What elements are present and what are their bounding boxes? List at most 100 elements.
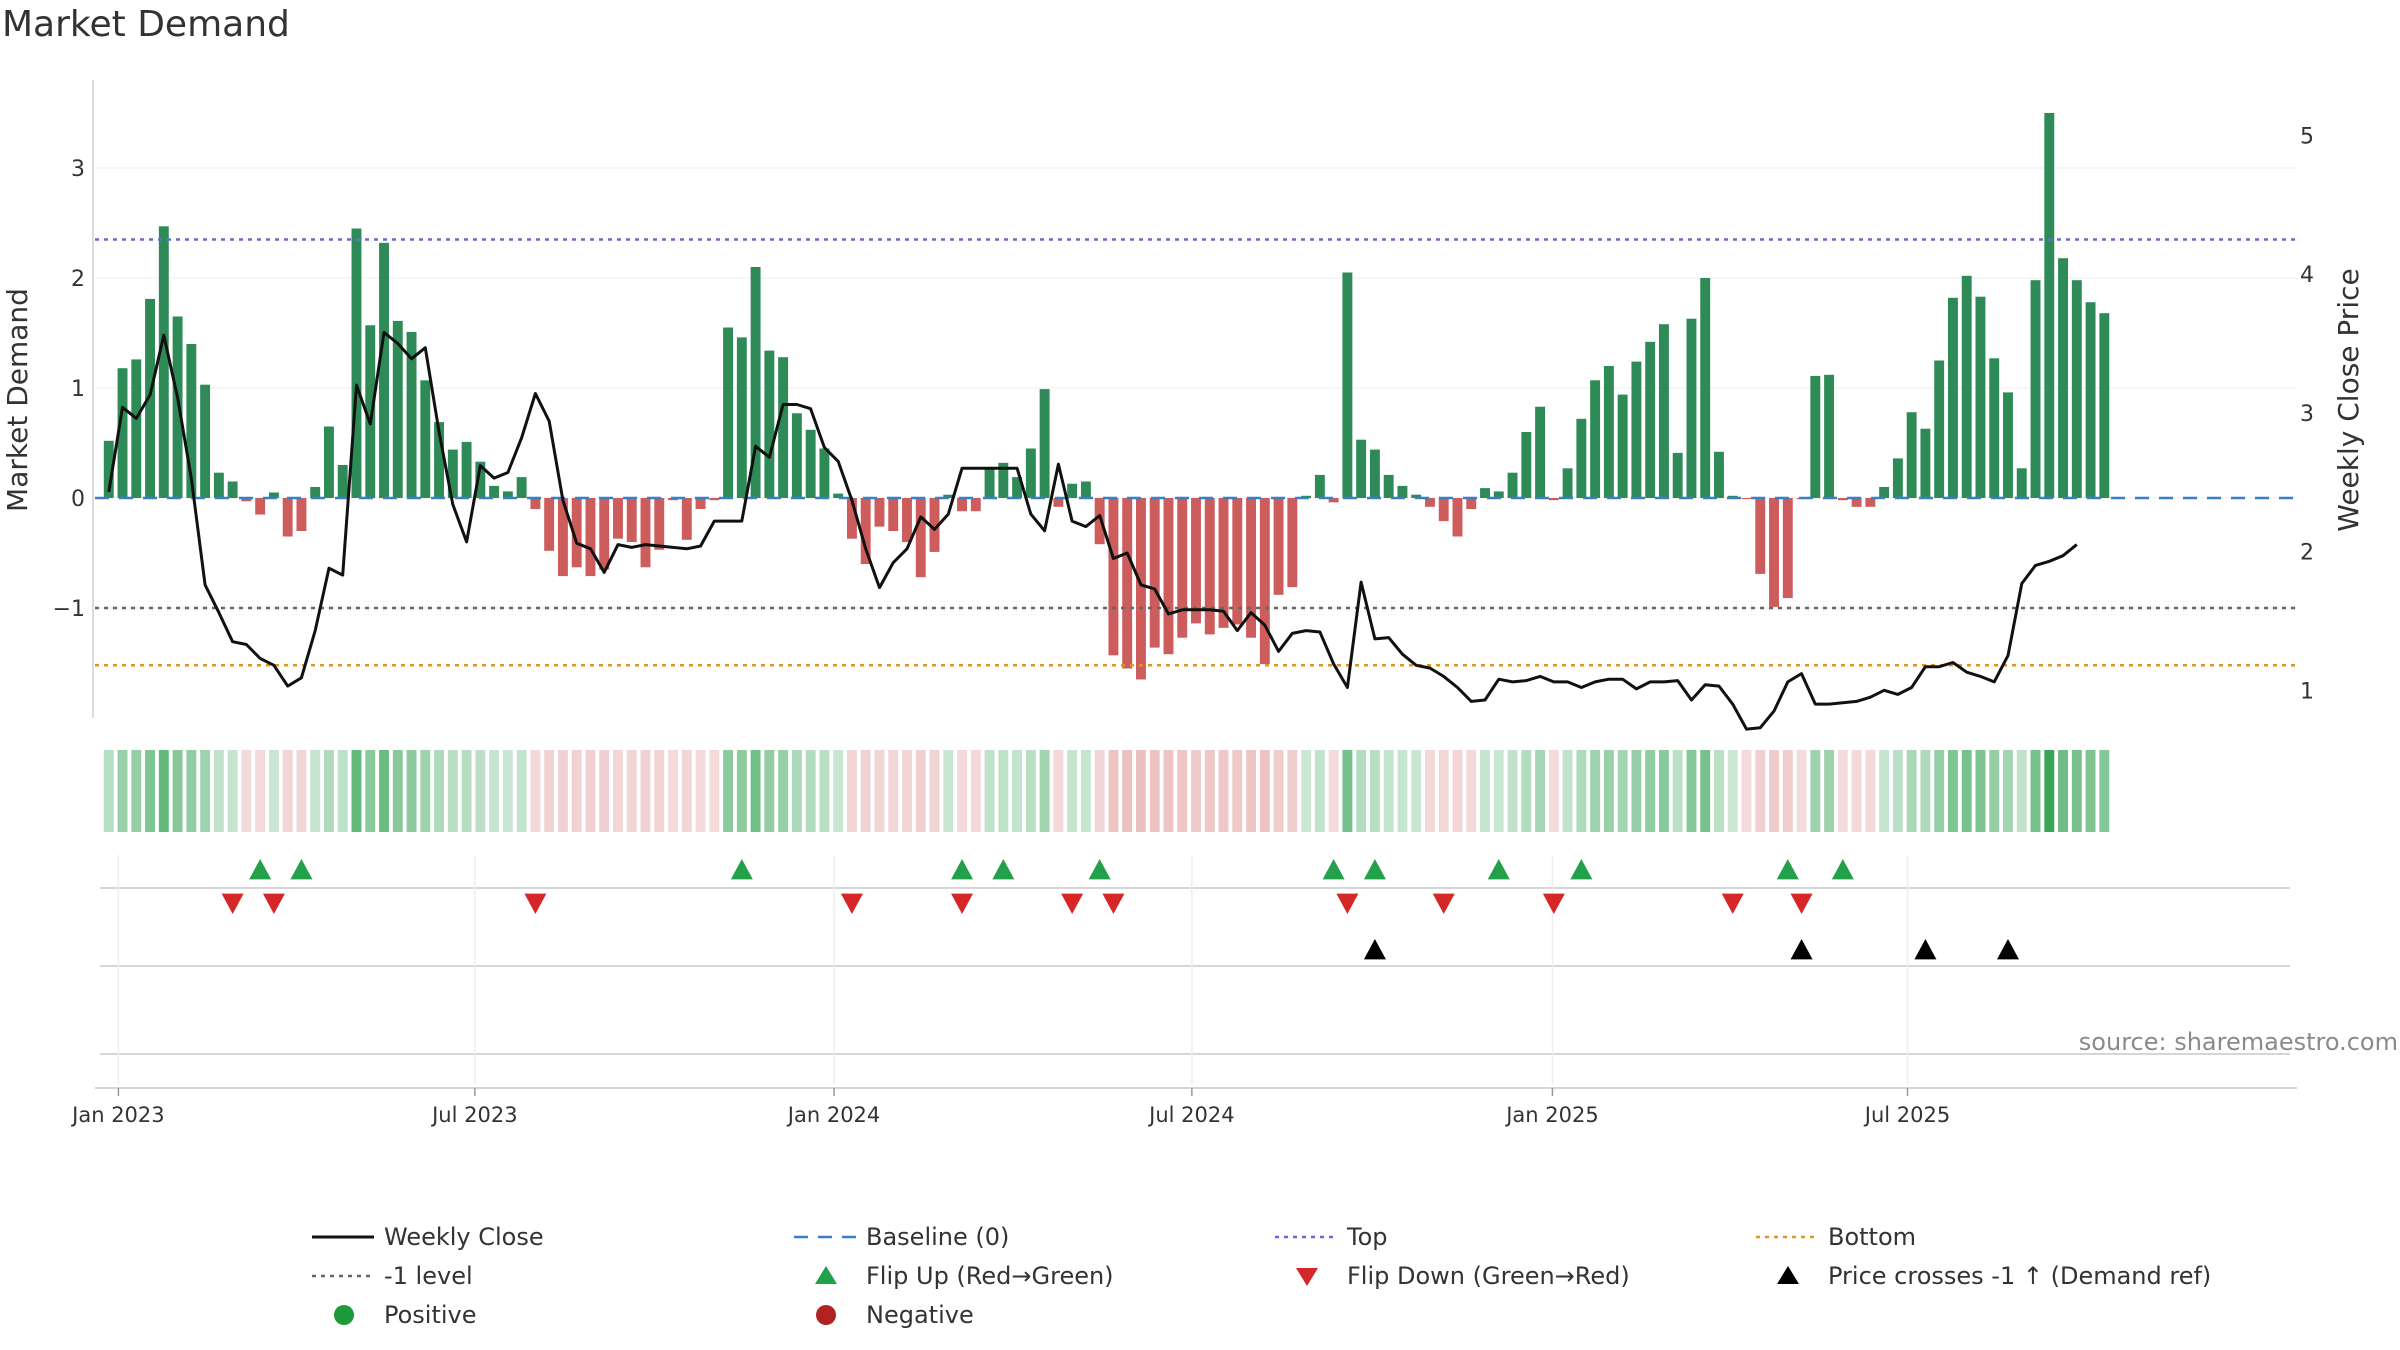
- demand-bar: [1507, 472, 1518, 498]
- right-tick-label: 2: [2300, 541, 2314, 566]
- demand-bar: [736, 337, 747, 498]
- demand-bar: [943, 494, 954, 498]
- heat-cell: [1411, 750, 1422, 832]
- heat-cell: [420, 750, 431, 832]
- heat-cell: [310, 750, 321, 832]
- heat-cell: [709, 750, 720, 832]
- heat-cell: [172, 750, 183, 832]
- x-tick-label: Jul 2023: [430, 1103, 517, 1127]
- heat-cell: [2099, 750, 2110, 832]
- demand-bar: [626, 498, 637, 542]
- demand-bar: [1810, 375, 1821, 498]
- heat-cell: [1025, 750, 1036, 832]
- heat-cell: [1273, 750, 1284, 832]
- heat-cell: [805, 750, 816, 832]
- source-layer: source: sharemaestro.com: [2079, 1028, 2398, 1056]
- demand-bar: [1714, 451, 1724, 498]
- flip-up-marker: [1088, 859, 1111, 880]
- heat-cell: [296, 750, 307, 832]
- heat-cell: [1947, 750, 1958, 832]
- demand-bar: [1466, 498, 1477, 509]
- demand-bar: [1314, 474, 1325, 498]
- heat-cell: [750, 750, 761, 832]
- heat-cell: [764, 750, 775, 832]
- heat-cell: [213, 750, 224, 832]
- heat-cell: [1879, 750, 1890, 832]
- demand-bar: [145, 298, 156, 498]
- heat-cell: [1603, 750, 1614, 832]
- x-axis-layer: Jan 2023 Jul 2023 Jan 2024 Jul 2024 Jan 2025…: [70, 1088, 1950, 1127]
- demand-bar: [1617, 394, 1628, 498]
- demand-bar: [1149, 498, 1160, 648]
- legend-swatch: [1777, 1266, 1799, 1284]
- flip-down-marker: [1061, 893, 1084, 914]
- demand-bar: [255, 498, 266, 515]
- demand-bar: [544, 498, 555, 551]
- heat-cell: [447, 750, 458, 832]
- heat-cell: [1631, 750, 1642, 832]
- demand-bar: [571, 498, 582, 568]
- heat-cell: [736, 750, 747, 832]
- x-tick-label: Jan 2023: [70, 1103, 165, 1127]
- heat-cell: [1645, 750, 1656, 832]
- x-tick-label: Jul 2024: [1147, 1103, 1234, 1127]
- heat-cell: [1425, 750, 1435, 832]
- heat-cell: [791, 750, 802, 832]
- heat-cell: [530, 750, 541, 832]
- demand-bar: [351, 228, 362, 498]
- demand-bar: [1947, 297, 1958, 498]
- legend-label: Flip Down (Green→Red): [1347, 1262, 1630, 1290]
- demand-bar: [392, 320, 403, 498]
- heat-cell: [846, 750, 857, 832]
- demand-bar: [1741, 498, 1752, 500]
- legend-label: -1 level: [384, 1262, 473, 1290]
- heat-cell: [337, 750, 348, 832]
- heat-cell: [475, 750, 486, 832]
- heat-cell: [1149, 750, 1160, 832]
- demand-bar: [447, 449, 458, 498]
- demand-bar: [1782, 498, 1793, 599]
- heat-cell: [1548, 750, 1559, 832]
- flip-down-marker: [951, 893, 974, 914]
- heat-cell: [860, 750, 871, 832]
- heat-cell: [1466, 750, 1477, 832]
- demand-bar: [282, 498, 293, 537]
- demand-bar: [1879, 487, 1890, 498]
- heat-cell: [984, 750, 995, 832]
- demand-bar: [1452, 498, 1463, 537]
- demand-bar: [434, 422, 445, 498]
- heat-cell: [392, 750, 403, 832]
- demand-bar: [227, 481, 238, 498]
- legend-swatch: [816, 1305, 836, 1325]
- demand-bar: [2085, 302, 2096, 498]
- heat-cell: [1480, 750, 1490, 832]
- demand-bar: [117, 368, 128, 498]
- heat-cell: [695, 750, 706, 832]
- demand-bar: [1892, 458, 1903, 498]
- demand-bar: [723, 327, 734, 498]
- heat-cell: [1094, 750, 1105, 832]
- heat-cell: [1989, 750, 2000, 832]
- heat-cell: [1438, 750, 1449, 832]
- heat-cell: [103, 750, 114, 832]
- heat-cell: [557, 750, 568, 832]
- demand-bar: [1356, 439, 1367, 498]
- heat-cell: [1328, 750, 1339, 832]
- demand-bar: [819, 448, 830, 498]
- heat-cell: [145, 750, 156, 832]
- heat-cell: [1246, 750, 1257, 832]
- heat-cell: [1810, 750, 1821, 832]
- demand-bar: [1039, 389, 1050, 498]
- source-text: source: sharemaestro.com: [2079, 1028, 2398, 1056]
- heat-cell: [833, 750, 844, 832]
- heat-cell: [1108, 750, 1119, 832]
- axes-layer: −1 0 1 2 3 1 2 3 4 5 Market Demand Weekly Close Pri…: [1, 124, 2365, 704]
- flip-up-marker: [1776, 859, 1799, 880]
- demand-bar: [2058, 258, 2068, 498]
- legend-label: Bottom: [1828, 1223, 1916, 1251]
- legend-layer: Weekly Close Baseline (0) Top Bottom -1 leve…: [312, 1223, 2211, 1329]
- demand-bar: [998, 462, 1009, 498]
- heat-cell: [1535, 750, 1546, 832]
- heat-cell: [2030, 750, 2041, 832]
- heat-cell: [1741, 750, 1752, 832]
